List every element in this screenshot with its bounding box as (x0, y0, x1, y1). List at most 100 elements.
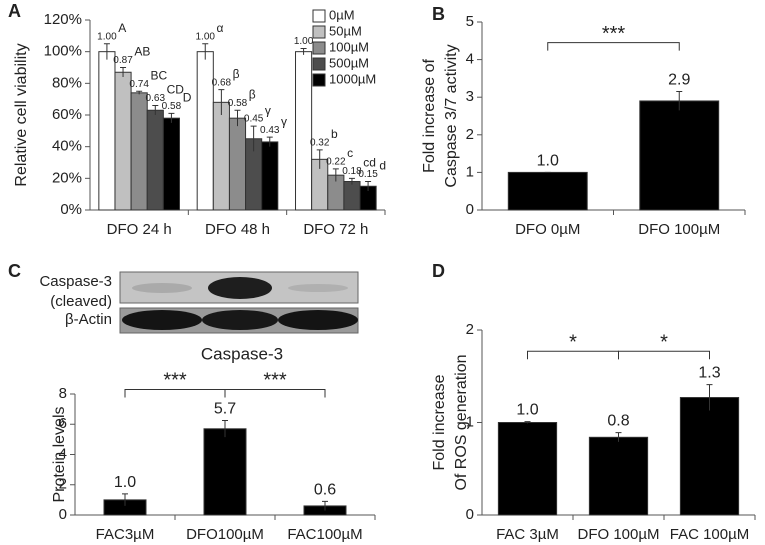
error-bar (322, 500, 328, 511)
value-label: 0.6 (314, 481, 336, 498)
legend-label: 0µM (329, 7, 355, 22)
y-tick-label: 4 (466, 51, 474, 68)
y-tick-label: 40% (52, 138, 82, 155)
y-tick-label: 0 (466, 201, 474, 218)
value-label: 1.3 (698, 365, 720, 382)
y-tick-label: 8 (59, 385, 67, 402)
value-label: 0.74 (129, 79, 149, 90)
x-tick-label: DFO 100µM (578, 526, 660, 543)
significance-label: * (660, 332, 668, 354)
bar (261, 141, 279, 211)
value-label: 1.0 (516, 402, 538, 419)
value-label: 2.9 (668, 72, 690, 89)
error-bar (218, 89, 225, 115)
bar (679, 397, 740, 516)
y-tick-label: 5 (466, 13, 474, 30)
error-bar (348, 177, 355, 185)
bar (588, 436, 649, 516)
error-bar (152, 105, 159, 115)
significance-bracket (224, 388, 326, 398)
value-label: 0.58 (228, 98, 248, 109)
annotation: D (183, 91, 192, 105)
bar (114, 71, 132, 211)
y-tick-label: 2 (59, 476, 67, 493)
error-bar (234, 109, 241, 127)
bar (212, 101, 230, 211)
value-label: 0.22 (326, 156, 346, 167)
bar (497, 422, 558, 516)
annotation: cd (363, 156, 376, 170)
blot-label: Caspase-3 (39, 273, 112, 290)
y-tick-label: 3 (466, 88, 474, 105)
value-label: 1.00 (294, 36, 314, 47)
error-bar (316, 149, 323, 169)
bar (162, 117, 180, 211)
y-axis-label: Of ROS generation (453, 354, 470, 490)
blot-label: β-Actin (65, 311, 112, 328)
annotation: CD (167, 83, 185, 97)
error-bar (103, 43, 110, 60)
y-tick-label: 1 (466, 163, 474, 180)
y-tick-label: 80% (52, 74, 82, 91)
value-label: 1.0 (537, 152, 559, 169)
annotation: c (347, 146, 353, 160)
annotation: α (217, 21, 224, 35)
error-bar (524, 421, 531, 424)
annotation: b (331, 127, 338, 141)
legend-label: 100µM (329, 39, 369, 54)
y-axis-label: Fold increase (431, 374, 448, 470)
y-axis-label: Protein levels (51, 406, 68, 502)
y-tick-label: 4 (59, 445, 67, 462)
annotation: A (118, 21, 126, 35)
annotation: γ (281, 114, 287, 128)
significance-label: *** (602, 23, 626, 45)
panel-label: B (432, 4, 445, 24)
bar (228, 117, 247, 211)
bar (146, 109, 164, 211)
error-bar (136, 90, 143, 95)
significance-bracket (618, 350, 710, 360)
error-bar (365, 181, 372, 191)
value-label: 0.68 (212, 77, 232, 88)
bar (507, 171, 588, 211)
legend-label: 500µM (329, 55, 369, 70)
bar (343, 181, 361, 211)
y-axis-label: Fold increase of (421, 59, 438, 173)
x-tick-label: DFO 24 h (107, 221, 172, 238)
significance-bracket (547, 42, 680, 51)
value-label: 5.7 (214, 400, 236, 417)
y-axis-label: Relative cell viability (13, 43, 30, 186)
y-tick-label: 1 (466, 413, 474, 430)
error-bar (250, 125, 257, 152)
bar (639, 100, 720, 211)
legend-swatch (312, 57, 326, 71)
y-tick-label: 2 (466, 321, 474, 338)
x-tick-label: FAC100µM (287, 526, 362, 543)
y-tick-label: 20% (52, 169, 82, 186)
y-tick-label: 2 (466, 126, 474, 143)
legend-label: 1000µM (329, 71, 376, 86)
error-bar (168, 112, 175, 123)
bar (196, 51, 214, 211)
error-bar (222, 419, 228, 438)
bar (98, 51, 116, 211)
x-tick-label: DFO 72 h (303, 221, 368, 238)
annotation: BC (150, 68, 167, 82)
error-bar (120, 67, 127, 77)
value-label: 0.18 (342, 166, 362, 177)
value-label: 0.15 (358, 169, 378, 180)
x-tick-label: DFO 0µM (515, 221, 580, 238)
bar (203, 428, 247, 516)
value-label: 0.43 (260, 125, 280, 136)
legend-label: 50µM (329, 23, 362, 38)
panel-label: A (8, 1, 21, 21)
x-tick-label: DFO100µM (186, 526, 264, 543)
error-bar (615, 432, 622, 442)
chart-title: Caspase-3 (201, 344, 283, 363)
error-bar (676, 91, 683, 111)
significance-label: *** (263, 370, 287, 392)
x-tick-label: DFO 100µM (638, 221, 720, 238)
x-tick-label: FAC 3µM (496, 526, 559, 543)
value-label: 0.63 (146, 93, 166, 104)
significance-label: * (569, 332, 577, 354)
